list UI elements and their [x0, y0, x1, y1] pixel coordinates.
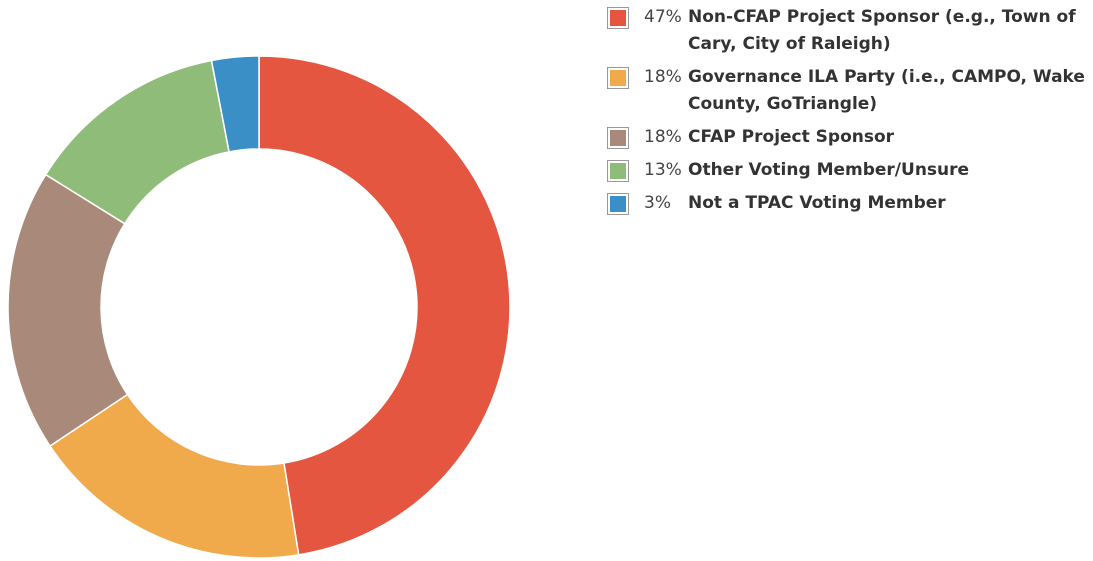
legend-label: Other Voting Member/Unsure	[688, 160, 970, 180]
legend-percent: 13%	[644, 160, 682, 180]
donut-slice	[210, 55, 260, 153]
legend-swatch	[607, 67, 629, 89]
chart	[7, 55, 511, 559]
donut-slice	[258, 55, 511, 556]
legend-swatch	[607, 160, 629, 182]
legend-item: 47% Non-CFAP Project Sponsor (e.g., Town …	[607, 4, 1088, 58]
legend-swatch	[607, 127, 629, 149]
legend: 47% Non-CFAP Project Sponsor (e.g., Town …	[607, 4, 1088, 223]
legend-label: CFAP Project Sponsor	[688, 127, 895, 147]
legend-label: Not a TPAC Voting Member	[688, 193, 946, 213]
legend-item: 18% CFAP Project Sponsor	[607, 124, 1088, 151]
legend-item: 18% Governance ILA Party (i.e., CAMPO, Wa…	[607, 64, 1088, 118]
legend-item: 13% Other Voting Member/Unsure	[607, 157, 1088, 184]
legend-percent: 3%	[644, 193, 671, 213]
legend-percent: 47%	[644, 7, 682, 27]
legend-percent: 18%	[644, 127, 682, 147]
legend-swatch	[607, 7, 629, 29]
legend-label: Governance ILA Party (i.e., CAMPO, Wake …	[688, 67, 1085, 114]
legend-label: Non-CFAP Project Sponsor (e.g., Town of …	[688, 7, 1076, 54]
legend-item: 3% Not a TPAC Voting Member	[607, 190, 1088, 217]
legend-swatch	[607, 193, 629, 215]
donut-slice	[7, 173, 129, 448]
legend-percent: 18%	[644, 67, 682, 87]
